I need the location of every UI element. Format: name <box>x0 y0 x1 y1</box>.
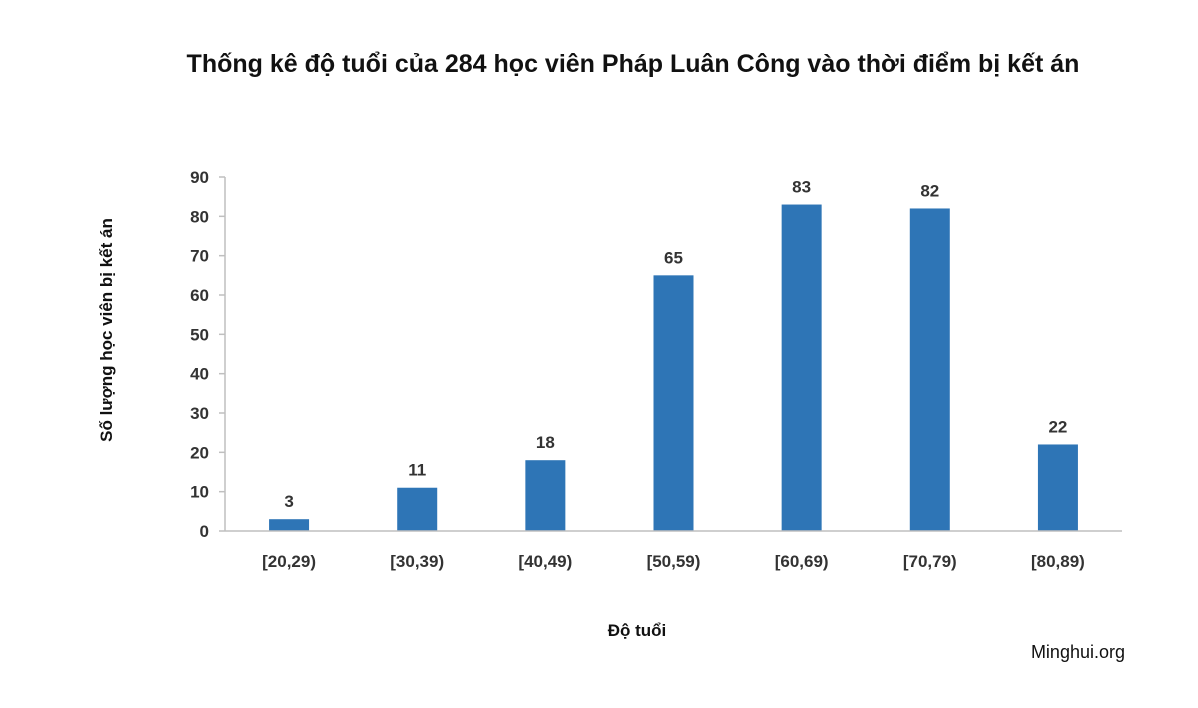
data-label: 82 <box>920 181 939 200</box>
y-tick-label: 80 <box>190 207 209 226</box>
bar <box>909 208 950 531</box>
y-tick-label: 90 <box>190 168 209 187</box>
x-tick-label: [50,59) <box>647 552 701 571</box>
source-credit: Minghui.org <box>1031 642 1125 662</box>
data-label: 3 <box>284 492 293 511</box>
x-axis-ticks: [20,29) [30,39) [40,49) [50,59) [60,69) [70,7… <box>262 552 1085 571</box>
bar <box>397 487 438 531</box>
y-tick-label: 20 <box>190 443 209 462</box>
x-tick-label: [70,79) <box>903 552 957 571</box>
x-tick-label: [40,49) <box>518 552 572 571</box>
y-tick-label: 60 <box>190 286 209 305</box>
data-label: 83 <box>792 178 811 197</box>
y-tick-label: 50 <box>190 325 209 344</box>
y-tick-label: 70 <box>190 247 209 266</box>
y-tick-label: 40 <box>190 365 209 384</box>
x-tick-label: [80,89) <box>1031 552 1085 571</box>
bar <box>653 275 694 531</box>
x-tick-label: [30,39) <box>390 552 444 571</box>
y-axis-ticks: 0 10 20 30 40 50 60 70 80 90 <box>190 168 225 541</box>
x-tick-label: [60,69) <box>775 552 829 571</box>
x-tick-label: [20,29) <box>262 552 316 571</box>
data-label: 22 <box>1048 417 1067 436</box>
x-axis-title: Độ tuổi <box>608 621 667 640</box>
data-label: 18 <box>536 433 555 452</box>
bars <box>269 204 1078 532</box>
bar <box>269 519 310 531</box>
y-axis-title: Số lượng học viên bị kết án <box>97 218 116 442</box>
bar <box>525 460 566 531</box>
bar <box>1037 444 1078 531</box>
data-label: 65 <box>664 248 683 267</box>
chart-title: Thống kê độ tuổi của 284 học viên Pháp L… <box>187 50 1080 78</box>
bar <box>781 204 822 532</box>
y-tick-label: 10 <box>190 483 209 502</box>
y-tick-label: 30 <box>190 404 209 423</box>
data-labels: 3 11 18 65 83 82 22 <box>284 178 1067 512</box>
data-label: 11 <box>408 461 426 480</box>
y-tick-label: 0 <box>200 522 209 541</box>
